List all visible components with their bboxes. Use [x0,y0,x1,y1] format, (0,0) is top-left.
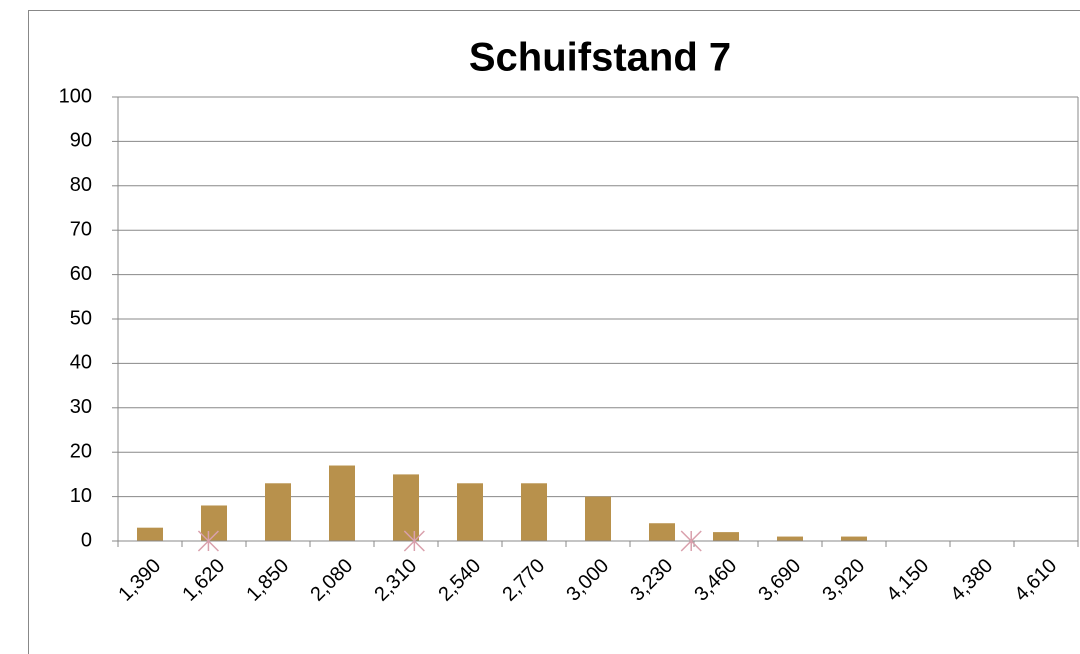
y-tick-label: 70 [70,218,92,240]
bar [393,474,419,541]
marker [403,530,425,552]
bar [265,483,291,541]
y-tick-label: 90 [70,130,92,152]
bar [841,536,867,541]
bar [457,483,483,541]
bar [649,523,675,541]
marker [680,530,702,552]
bar [521,483,547,541]
y-tick-label: 20 [70,440,92,462]
y-tick-label: 40 [70,352,92,374]
y-tick-label: 100 [59,85,92,107]
y-tick-label: 50 [70,307,92,329]
bar [329,465,355,541]
y-tick-label: 80 [70,174,92,196]
y-tick-label: 10 [70,485,92,507]
bar [777,536,803,541]
bar [713,532,739,541]
y-tick-label: 0 [81,529,92,551]
bar [585,496,611,541]
chart-frame [28,10,1080,654]
y-tick-label: 30 [70,396,92,418]
chart-title: Schuifstand 7 [469,36,731,80]
marker [197,530,219,552]
y-tick-label: 60 [70,263,92,285]
bar [137,527,163,541]
